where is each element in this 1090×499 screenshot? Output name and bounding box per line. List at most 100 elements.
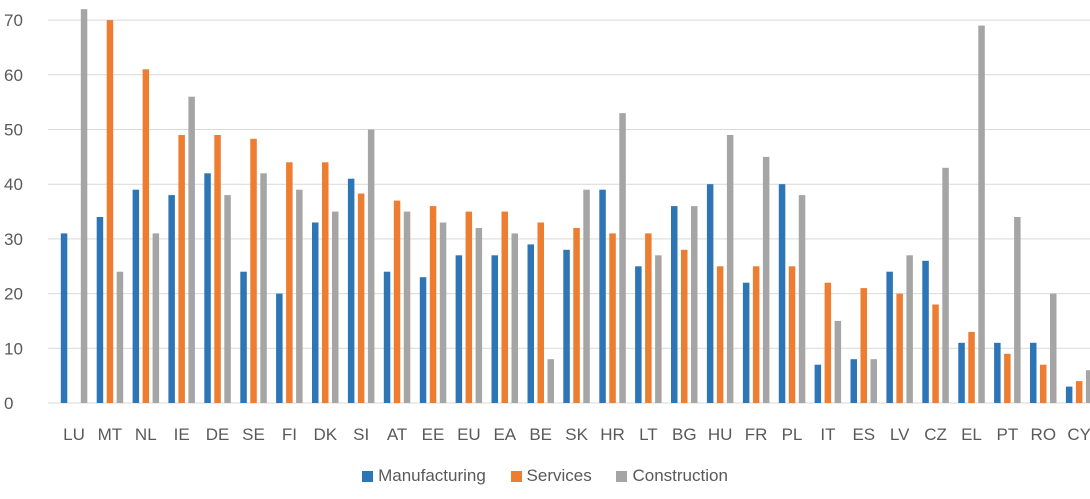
x-tick-label: IE [174, 425, 190, 444]
x-tick-label: EE [422, 425, 445, 444]
bar-construction-cz [942, 167, 949, 403]
bar-construction-el [978, 25, 985, 403]
bar-construction-es [870, 359, 877, 403]
x-tick-label: LT [639, 425, 658, 444]
x-tick-label: NL [135, 425, 157, 444]
bar-construction-ee [439, 222, 447, 403]
legend-label-manufacturing: Manufacturing [378, 466, 486, 485]
bar-construction-mt [116, 271, 124, 403]
bar-manufacturing-fi [276, 293, 283, 403]
bar-services-dk [322, 162, 329, 403]
bar-services-se [250, 138, 257, 404]
bar-services-ro [1040, 364, 1047, 403]
y-tick-label: 30 [4, 230, 23, 249]
x-tick-label: AT [387, 425, 407, 444]
bar-services-ie [178, 135, 185, 403]
bar-manufacturing-cz [922, 260, 929, 403]
x-tick-label: HU [708, 425, 733, 444]
bar-services-lv [896, 293, 903, 403]
bar-manufacturing-at [383, 271, 391, 403]
bar-construction-pl [798, 195, 806, 403]
bar-manufacturing-ea [491, 255, 498, 403]
bar-manufacturing-sk [563, 249, 570, 403]
bar-services-de [214, 135, 221, 403]
bar-manufacturing-hu [706, 184, 714, 403]
bar-services-be [537, 222, 544, 403]
bar-services-it [824, 282, 832, 403]
x-tick-label: HR [600, 425, 625, 444]
bar-manufacturing-hr [599, 189, 606, 403]
bar-services-eu [465, 211, 473, 403]
bar-construction-fi [296, 189, 303, 403]
x-tick-label: MT [98, 425, 123, 444]
bar-construction-ea [511, 233, 518, 403]
bar-services-bg [681, 249, 688, 403]
bar-construction-lu [80, 9, 88, 403]
y-tick-label: 0 [4, 394, 13, 413]
x-tick-label: LV [890, 425, 910, 444]
x-tick-label: RO [1031, 425, 1057, 444]
bar-manufacturing-pl [778, 184, 786, 403]
bar-services-hr [609, 233, 616, 403]
bar-manufacturing-se [240, 271, 247, 403]
bar-services-lt [645, 233, 652, 403]
y-tick-label: 40 [4, 175, 23, 194]
bar-manufacturing-eu [455, 255, 463, 403]
bar-manufacturing-fr [742, 282, 750, 403]
bar-services-sk [573, 228, 580, 403]
x-tick-label: FI [282, 425, 297, 444]
x-tick-label: LU [63, 425, 85, 444]
bar-construction-cy [1085, 370, 1090, 403]
x-tick-label: ES [852, 425, 875, 444]
bar-services-mt [106, 20, 114, 403]
bar-construction-eu [475, 228, 483, 403]
x-tick-label: PL [782, 425, 803, 444]
x-tick-label: FR [745, 425, 768, 444]
bar-manufacturing-ro [1030, 342, 1037, 403]
bar-construction-hr [619, 113, 626, 403]
bar-construction-lt [655, 255, 662, 403]
bar-construction-hu [726, 135, 734, 403]
x-tick-label: CZ [924, 425, 947, 444]
x-tick-label: SK [565, 425, 588, 444]
y-tick-label: 70 [4, 11, 23, 30]
legend-label-construction: Construction [632, 466, 728, 485]
bar-manufacturing-lt [635, 266, 642, 404]
bar-services-ee [429, 206, 437, 403]
legend: Manufacturing Services Construction [0, 466, 1090, 487]
x-tick-label: EA [493, 425, 516, 444]
bar-construction-lv [906, 255, 913, 403]
bar-construction-ie [188, 96, 195, 403]
bar-construction-si [367, 129, 375, 403]
x-tick-label: EU [457, 425, 481, 444]
bar-manufacturing-es [850, 359, 857, 403]
bar-manufacturing-pt [994, 342, 1001, 403]
x-axis-categories: LU MT NL IE DE SE FI DK SI AT EE EU EA BE SK HR LT BG HU FR… [63, 425, 1090, 444]
bar-services-at [393, 200, 401, 403]
legend-item-manufacturing: Manufacturing [362, 466, 486, 486]
bar-construction-pt [1014, 217, 1021, 403]
bar-manufacturing-bg [671, 206, 678, 403]
x-tick-label: IT [820, 425, 835, 444]
x-tick-label: DK [313, 425, 337, 444]
legend-item-services: Services [510, 466, 592, 486]
legend-swatch-services [510, 470, 522, 482]
bar-manufacturing-ee [419, 277, 427, 403]
bar-construction-de [224, 195, 231, 403]
y-tick-label: 10 [4, 339, 23, 358]
bar-manufacturing-lu [60, 233, 68, 403]
bar-construction-ro [1050, 293, 1057, 403]
bar-construction-fr [762, 156, 770, 403]
y-tick-label: 60 [4, 66, 23, 85]
bar-manufacturing-it [814, 364, 822, 403]
bar-services-cy [1075, 381, 1083, 403]
bar-manufacturing-si [347, 178, 355, 403]
bar-construction-sk [583, 189, 590, 403]
bar-manufacturing-lv [886, 271, 893, 403]
bar-manufacturing-de [204, 173, 211, 403]
bar-construction-it [834, 320, 842, 403]
bar-construction-dk [332, 211, 339, 403]
bar-construction-be [547, 359, 554, 403]
x-tick-label: EL [961, 425, 982, 444]
y-axis-ticks: 0 10 20 30 40 50 60 70 [4, 11, 23, 413]
